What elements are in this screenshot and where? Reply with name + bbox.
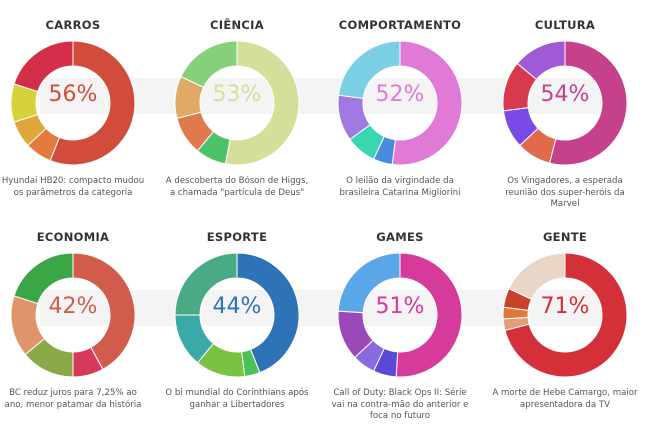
chart-title: ESPORTE [206,230,268,244]
chart-caption: Os Vingadores, a esperada reunião dos su… [505,176,625,209]
donut-slice-0 [49,40,136,166]
donut-chart [10,252,136,378]
donut-slice-0 [395,252,463,378]
donut-chart [337,40,463,166]
donut-slice-4 [174,252,238,316]
chart-percentage: 44% [212,294,262,319]
donut-slice-0 [391,40,463,166]
chart-caption: Call of Duty: Black Ops II: Série vai na… [331,388,469,421]
donut-chart [174,252,300,378]
chart-title: CULTURA [534,18,596,32]
chart-caption: A descoberta do Bóson de Higgs, a chamad… [165,176,309,198]
chart-percentage: 51% [375,294,425,319]
donut-slice-4 [508,252,566,300]
chart-caption: A morte de Hebe Camargo, maior apresenta… [492,388,638,410]
donut-slice-0 [236,252,300,374]
chart-caption: BC reduz juros para 7,25% ao ano, menor … [4,388,142,410]
donut-slice-4 [13,40,74,93]
chart-title: CARROS [45,18,101,32]
donut-chart [174,40,300,166]
chart-percentage: 42% [48,294,98,319]
donut-slice-0 [504,252,628,378]
chart-title: GAMES [376,230,424,244]
chart-games: GAMES 51% Call of Duty: Black Ops II: Sé… [325,230,475,425]
chart-economia: ECONOMIA 42% BC reduz juros para 7,25% a… [0,230,148,425]
chart-esporte: ESPORTE 44% O bi mundial do Corinthians … [162,230,312,425]
chart-title: GENTE [542,230,588,244]
chart-caption: O leilão da virgindade da brasileira Cat… [339,176,461,198]
chart-caption: Hyundai HB20: compacto mudou os parâmetr… [1,176,145,198]
donut-slice-0 [548,40,628,166]
donut-slice-4 [13,252,74,305]
donut-slice-4 [180,40,238,88]
chart-title: CIÊNCIA [210,18,264,32]
chart-comportamento: COMPORTAMENTO 52% O leilão da virgindade… [325,18,475,213]
donut-slice-4 [516,40,566,81]
donut-chart [337,252,463,378]
donut-chart [502,252,628,378]
chart-title: ECONOMIA [36,230,110,244]
chart-percentage: 71% [540,294,590,319]
chart-percentage: 54% [540,82,590,107]
chart-gente: GENTE 71% A morte de Hebe Camargo, maior… [490,230,640,425]
donut-chart [10,40,136,166]
donut-slice-4 [337,40,401,99]
chart-ciencia: CIÊNCIA 53% A descoberta do Bóson de Hig… [162,18,312,213]
donut-chart [502,40,628,166]
chart-percentage: 53% [212,82,262,107]
chart-title: COMPORTAMENTO [338,18,462,32]
chart-percentage: 56% [48,82,98,107]
chart-cultura: CULTURA 54% Os Vingadores, a esperada re… [490,18,640,213]
chart-carros: CARROS 56% Hyundai HB20: compacto mudou … [0,18,148,213]
donut-slice-4 [337,252,401,314]
chart-caption: O bi mundial do Corinthians após ganhar … [165,388,309,410]
chart-percentage: 52% [375,82,425,107]
donut-slice-0 [72,252,136,371]
donut-slice-0 [224,40,300,166]
